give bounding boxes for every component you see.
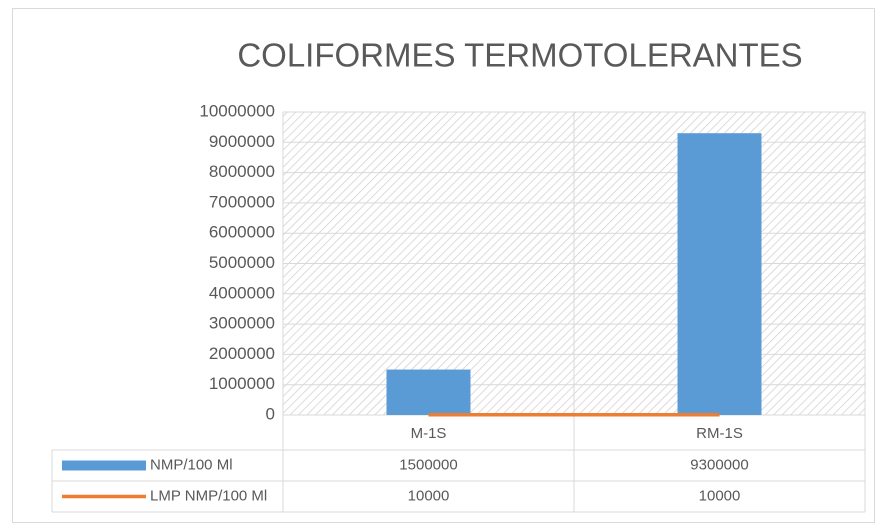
table-value: 1500000 <box>399 456 457 473</box>
legend-label: LMP NMP/100 Ml <box>150 487 267 504</box>
y-tick-label: 10000000 <box>199 101 275 120</box>
data-table: M-1S RM-1S NMP/100 Ml 1500000 9300000 LMP NMP… <box>51 112 865 513</box>
grid: 0 1000000 2000000 3000000 4000000 5000000 6000… <box>199 101 866 512</box>
y-tick-label: 0 <box>266 404 275 423</box>
y-tick-label: 2000000 <box>209 344 275 363</box>
y-tick-label: 7000000 <box>209 192 275 211</box>
x-tick-label: RM-1S <box>696 425 743 442</box>
y-tick-label: 1000000 <box>209 374 275 393</box>
y-tick-label: 5000000 <box>209 253 275 272</box>
bar <box>386 369 471 415</box>
table-value: 10000 <box>408 487 450 504</box>
legend-key <box>62 460 146 471</box>
marks <box>386 133 762 417</box>
bar <box>677 133 762 415</box>
y-tick-label: 4000000 <box>209 283 275 302</box>
table-value: 9300000 <box>690 456 748 473</box>
x-tick-label: M-1S <box>411 425 447 442</box>
y-tick-label: 8000000 <box>209 162 275 181</box>
table-value: 10000 <box>699 487 741 504</box>
chart-title: COLIFORMES TERMOTOLERANTES <box>237 37 802 74</box>
y-tick-label: 6000000 <box>209 223 275 242</box>
y-tick-label: 9000000 <box>209 132 275 151</box>
legend-label: NMP/100 Ml <box>150 456 233 473</box>
y-tick-label: 3000000 <box>209 314 275 333</box>
